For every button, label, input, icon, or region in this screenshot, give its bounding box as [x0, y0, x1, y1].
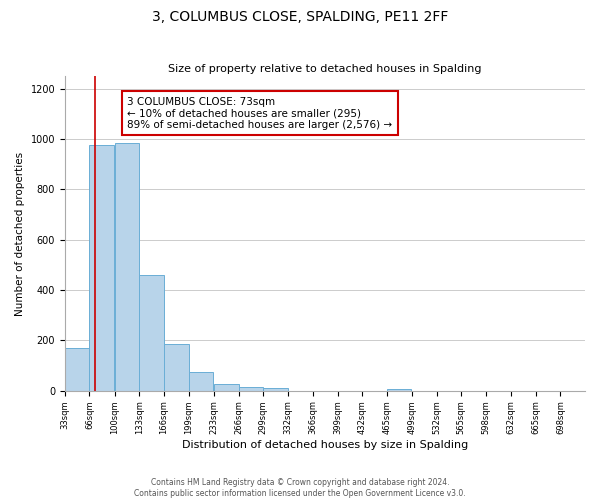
Y-axis label: Number of detached properties: Number of detached properties [15, 152, 25, 316]
Title: Size of property relative to detached houses in Spalding: Size of property relative to detached ho… [168, 64, 482, 74]
Bar [387, 388, 412, 390]
Text: 3, COLUMBUS CLOSE, SPALDING, PE11 2FF: 3, COLUMBUS CLOSE, SPALDING, PE11 2FF [152, 10, 448, 24]
Bar [164, 344, 188, 391]
Bar [139, 275, 164, 390]
Text: 3 COLUMBUS CLOSE: 73sqm
← 10% of detached houses are smaller (295)
89% of semi-d: 3 COLUMBUS CLOSE: 73sqm ← 10% of detache… [127, 96, 392, 130]
Bar [239, 387, 263, 390]
Bar [89, 146, 114, 390]
Bar [214, 384, 239, 390]
Bar [188, 372, 213, 390]
X-axis label: Distribution of detached houses by size in Spalding: Distribution of detached houses by size … [182, 440, 468, 450]
Bar [115, 143, 139, 390]
Bar [263, 388, 287, 390]
Bar [65, 348, 89, 391]
Text: Contains HM Land Registry data © Crown copyright and database right 2024.
Contai: Contains HM Land Registry data © Crown c… [134, 478, 466, 498]
